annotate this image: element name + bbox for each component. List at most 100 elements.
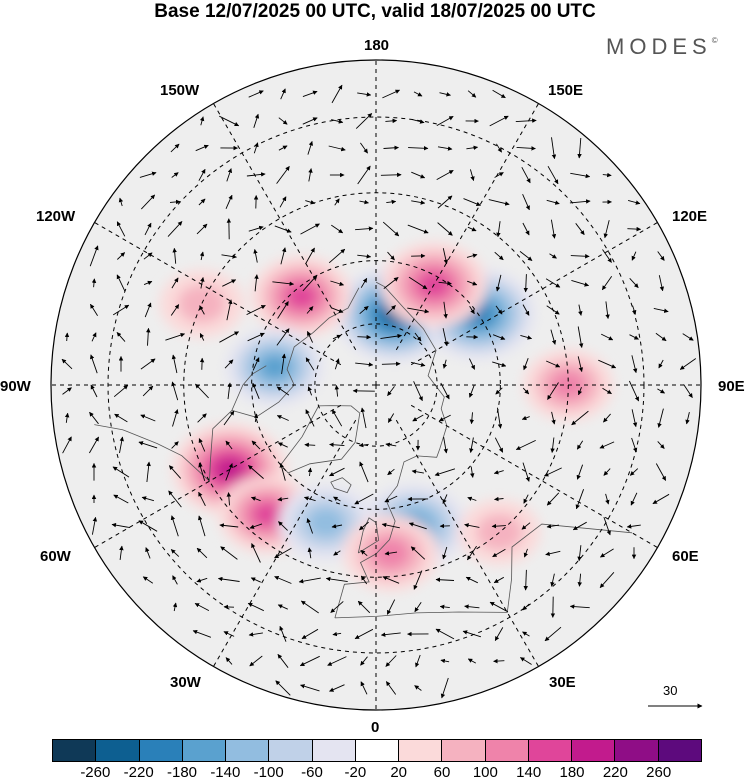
wind-vector — [626, 524, 641, 529]
wind-vector — [358, 442, 369, 448]
wind-vector — [357, 165, 371, 185]
wind-vector — [198, 198, 206, 206]
wind-vector — [246, 172, 266, 177]
wind-vector — [250, 577, 261, 583]
wind-vector — [658, 359, 664, 369]
wind-vector — [253, 413, 259, 423]
wind-vector — [657, 408, 664, 428]
wind-vector — [411, 171, 426, 179]
map-title: Base 12/07/2025 00 UTC, valid 18/07/2025… — [154, 1, 596, 22]
coastline — [357, 517, 380, 554]
wind-vector — [468, 384, 475, 398]
wind-vector — [655, 463, 667, 481]
wind-vector — [632, 305, 637, 315]
wind-vector — [631, 251, 637, 261]
wind-vector — [249, 655, 263, 667]
wind-vector — [413, 91, 423, 97]
wind-vector — [494, 172, 504, 178]
wind-vector — [195, 383, 209, 399]
wind-vector — [198, 462, 206, 482]
wind-vector — [116, 221, 126, 237]
wind-vector — [575, 223, 585, 236]
wind-vector — [62, 387, 72, 395]
wind-vector — [522, 631, 530, 637]
wind-vector — [440, 658, 450, 664]
wind-vector — [300, 600, 319, 614]
wind-vector — [515, 118, 537, 123]
wind-vector — [576, 440, 584, 450]
wind-vector — [199, 332, 205, 341]
wind-vector — [492, 89, 506, 99]
wind-vector — [113, 494, 129, 504]
anomaly-field — [159, 242, 614, 592]
colorbar-swatch — [53, 740, 97, 761]
wind-vector — [385, 655, 397, 667]
wind-vector — [144, 302, 152, 318]
wind-vector — [221, 254, 237, 259]
anomaly-blob — [476, 513, 523, 551]
colorbar-tick-label: 20 — [390, 764, 407, 781]
wind-vector — [308, 168, 313, 182]
wind-vector — [653, 307, 669, 313]
wind-vector — [411, 469, 424, 474]
wind-vector — [544, 626, 562, 642]
wind-vector — [357, 254, 372, 259]
wind-vector — [381, 522, 400, 529]
wind-vector — [577, 137, 582, 159]
wind-vector — [355, 362, 374, 367]
wind-vector — [248, 225, 264, 232]
wind-vector — [90, 354, 98, 374]
wind-vector — [305, 357, 315, 371]
wind-vector — [301, 628, 319, 640]
wind-vector — [571, 279, 590, 287]
wind-vector — [219, 331, 239, 343]
wind-vector — [495, 387, 503, 395]
wind-vector — [464, 604, 480, 609]
wind-vector — [196, 577, 208, 583]
wind-vector — [280, 247, 287, 265]
wind-vector — [303, 496, 316, 502]
wind-vector — [278, 145, 288, 151]
wind-vectors — [61, 84, 697, 699]
wind-vector — [495, 305, 503, 315]
wind-vector — [629, 277, 639, 289]
wind-vector — [247, 602, 264, 612]
wind-vector — [278, 521, 288, 531]
wind-vector — [522, 304, 530, 316]
wind-vector — [492, 548, 506, 558]
wind-vector — [550, 437, 555, 453]
wind-vector — [111, 522, 131, 529]
wind-vector — [385, 118, 398, 124]
wind-vector — [494, 627, 504, 641]
wind-vector — [142, 576, 154, 584]
wind-vector — [172, 247, 177, 264]
wind-vector — [387, 468, 395, 476]
wind-vector — [112, 304, 130, 316]
wind-vector — [408, 522, 427, 530]
wind-vector — [469, 437, 474, 453]
wind-vector — [146, 327, 151, 346]
wind-vector — [599, 441, 615, 449]
wind-vector — [462, 630, 482, 638]
coastline — [280, 405, 361, 474]
lon-label-60w: 60W — [40, 548, 71, 565]
wind-vector — [467, 658, 477, 664]
wind-vector — [119, 436, 124, 454]
wind-vector — [168, 465, 182, 479]
colorbar-tick-label: -140 — [210, 764, 241, 781]
wind-vector — [253, 142, 259, 154]
wind-vector — [570, 172, 591, 179]
wind-vector — [602, 172, 612, 178]
wind-vector — [408, 276, 428, 290]
wind-vector — [252, 357, 260, 371]
wind-vector — [302, 90, 318, 98]
wind-vector — [413, 570, 423, 590]
wind-vector — [437, 222, 453, 236]
wind-vector — [299, 655, 320, 667]
wind-vector — [360, 575, 368, 585]
wind-vector — [145, 547, 151, 559]
wind-vector — [387, 251, 395, 261]
wind-vector — [601, 275, 613, 291]
wind-vector — [224, 359, 234, 369]
wind-vector — [381, 361, 401, 367]
